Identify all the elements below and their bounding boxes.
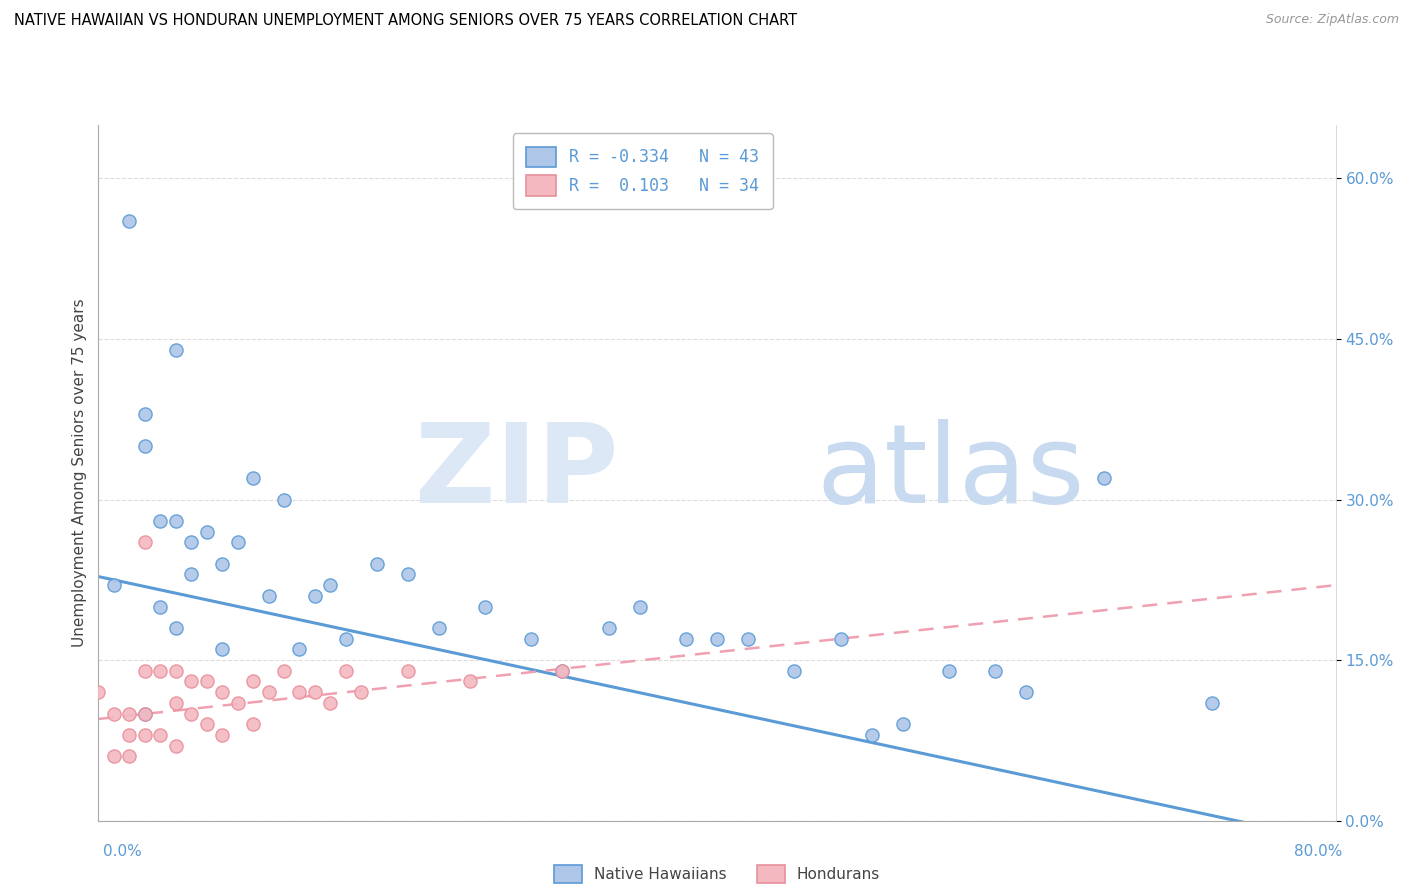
Text: atlas: atlas bbox=[815, 419, 1084, 526]
Point bbox=[195, 717, 218, 731]
Point bbox=[242, 717, 264, 731]
Point bbox=[180, 567, 202, 582]
Point bbox=[288, 642, 311, 657]
Point bbox=[149, 728, 172, 742]
Point bbox=[211, 728, 233, 742]
Point bbox=[1092, 471, 1115, 485]
Point bbox=[165, 696, 187, 710]
Point bbox=[134, 407, 156, 421]
Point bbox=[180, 535, 202, 549]
Point bbox=[211, 557, 233, 571]
Point bbox=[134, 706, 156, 721]
Point bbox=[706, 632, 728, 646]
Text: Source: ZipAtlas.com: Source: ZipAtlas.com bbox=[1265, 13, 1399, 27]
Point bbox=[118, 728, 141, 742]
Point bbox=[551, 664, 574, 678]
Point bbox=[149, 514, 172, 528]
Point bbox=[180, 706, 202, 721]
Point bbox=[118, 214, 141, 228]
Point bbox=[304, 685, 326, 699]
Point bbox=[335, 664, 357, 678]
Y-axis label: Unemployment Among Seniors over 75 years: Unemployment Among Seniors over 75 years bbox=[72, 299, 87, 647]
Text: NATIVE HAWAIIAN VS HONDURAN UNEMPLOYMENT AMONG SENIORS OVER 75 YEARS CORRELATION: NATIVE HAWAIIAN VS HONDURAN UNEMPLOYMENT… bbox=[14, 13, 797, 29]
Point bbox=[257, 589, 280, 603]
Point bbox=[165, 621, 187, 635]
Point bbox=[396, 567, 419, 582]
Point bbox=[165, 739, 187, 753]
Point bbox=[628, 599, 651, 614]
Point bbox=[165, 343, 187, 357]
Point bbox=[1015, 685, 1038, 699]
Legend: Native Hawaiians, Hondurans: Native Hawaiians, Hondurans bbox=[548, 859, 886, 889]
Point bbox=[984, 664, 1007, 678]
Point bbox=[87, 685, 110, 699]
Point bbox=[891, 717, 914, 731]
Point bbox=[396, 664, 419, 678]
Point bbox=[273, 492, 295, 507]
Point bbox=[118, 706, 141, 721]
Point bbox=[134, 728, 156, 742]
Point bbox=[427, 621, 450, 635]
Point bbox=[737, 632, 759, 646]
Point bbox=[242, 674, 264, 689]
Point bbox=[165, 514, 187, 528]
Text: 0.0%: 0.0% bbox=[103, 845, 142, 859]
Point bbox=[195, 674, 218, 689]
Point bbox=[319, 578, 342, 592]
Point bbox=[520, 632, 543, 646]
Point bbox=[938, 664, 960, 678]
Point bbox=[103, 706, 125, 721]
Point bbox=[134, 664, 156, 678]
Point bbox=[211, 685, 233, 699]
Point bbox=[103, 578, 125, 592]
Point bbox=[783, 664, 806, 678]
Point bbox=[319, 696, 342, 710]
Point bbox=[257, 685, 280, 699]
Point bbox=[860, 728, 883, 742]
Point bbox=[226, 535, 249, 549]
Point bbox=[335, 632, 357, 646]
Point bbox=[211, 642, 233, 657]
Point bbox=[366, 557, 388, 571]
Point bbox=[830, 632, 852, 646]
Point bbox=[165, 664, 187, 678]
Point bbox=[103, 749, 125, 764]
Point bbox=[350, 685, 373, 699]
Point bbox=[598, 621, 620, 635]
Point bbox=[288, 685, 311, 699]
Point bbox=[134, 535, 156, 549]
Text: ZIP: ZIP bbox=[415, 419, 619, 526]
Point bbox=[1201, 696, 1223, 710]
Point bbox=[149, 664, 172, 678]
Point bbox=[474, 599, 496, 614]
Point bbox=[134, 439, 156, 453]
Text: 80.0%: 80.0% bbox=[1295, 845, 1343, 859]
Point bbox=[149, 599, 172, 614]
Point bbox=[195, 524, 218, 539]
Point bbox=[242, 471, 264, 485]
Point bbox=[551, 664, 574, 678]
Point bbox=[134, 706, 156, 721]
Point bbox=[304, 589, 326, 603]
Point bbox=[675, 632, 697, 646]
Point bbox=[180, 674, 202, 689]
Point bbox=[458, 674, 481, 689]
Point bbox=[226, 696, 249, 710]
Point bbox=[118, 749, 141, 764]
Point bbox=[273, 664, 295, 678]
